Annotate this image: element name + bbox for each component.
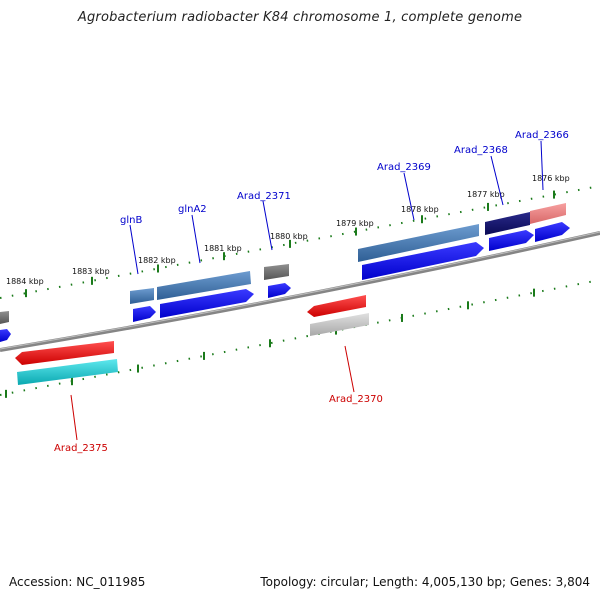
gene-block-Arad_2369 xyxy=(358,224,479,262)
gene-arrow-Arad_2369 xyxy=(362,242,484,280)
leader-Arad_2368 xyxy=(490,155,504,206)
label-Arad_2375[interactable]: Arad_2375 xyxy=(54,443,108,454)
tick-label-1882: 1882 kbp xyxy=(138,256,176,265)
leader-glnB xyxy=(129,224,139,275)
label-Arad_2371[interactable]: Arad_2371 xyxy=(237,191,291,202)
leader-lines-top xyxy=(129,140,544,275)
chromosome-backbone-highlight xyxy=(0,231,600,350)
label-Arad_2366[interactable]: Arad_2366 xyxy=(515,130,569,141)
gene-block-Arad_2375 xyxy=(17,359,118,385)
accession-text: Accession: NC_011985 xyxy=(9,575,146,589)
tick-label-1878: 1878 kbp xyxy=(401,205,439,214)
gene-block-Arad_2368 xyxy=(485,212,530,235)
leader-Arad_2370 xyxy=(344,345,355,393)
tick-label-1881: 1881 kbp xyxy=(204,244,242,253)
label-glnB[interactable]: glnB xyxy=(120,215,142,226)
gene-block-Arad_2371 xyxy=(264,264,289,280)
gene-labels-top: Arad_2366 Arad_2368 Arad_2369 Arad_2371 … xyxy=(120,130,569,226)
map-title: Agrobacterium radiobacter K84 chromosome… xyxy=(77,10,523,25)
label-Arad_2369[interactable]: Arad_2369 xyxy=(377,162,431,173)
gene-arrow-Arad_2375 xyxy=(15,341,114,365)
gene-labels-bottom: Arad_2370 Arad_2375 xyxy=(54,394,383,454)
tick-labels: 1876 kbp 1877 kbp 1878 kbp 1879 kbp 1880… xyxy=(6,174,570,286)
chromosome-backbone xyxy=(0,231,600,352)
tick-label-1879: 1879 kbp xyxy=(336,219,374,228)
leader-Arad_2366 xyxy=(540,140,544,191)
gene-block-glnA2 xyxy=(157,271,251,300)
label-Arad_2368[interactable]: Arad_2368 xyxy=(454,145,508,156)
tick-label-1877: 1877 kbp xyxy=(467,190,505,199)
leader-Arad_2375 xyxy=(70,394,78,441)
gene-block-left-edge xyxy=(0,311,9,324)
gene-block-Arad_2366 xyxy=(530,203,566,224)
tick-label-1880: 1880 kbp xyxy=(270,232,308,241)
gene-block-Arad_2370 xyxy=(310,313,369,336)
gene-arrow-left-edge xyxy=(0,329,11,342)
leader-Arad_2371 xyxy=(262,200,273,251)
leader-lines-bottom xyxy=(70,345,355,441)
tick-label-1884: 1884 kbp xyxy=(6,277,44,286)
leader-Arad_2369 xyxy=(403,172,415,221)
label-Arad_2370[interactable]: Arad_2370 xyxy=(329,394,383,405)
gene-arrow-Arad_2366 xyxy=(535,222,570,242)
gene-block-glnB xyxy=(130,288,154,304)
leader-glnA2 xyxy=(191,214,201,264)
tick-label-1883: 1883 kbp xyxy=(72,267,110,276)
gene-arrow-Arad_2368 xyxy=(489,230,534,251)
major-ticks xyxy=(5,190,555,398)
gene-arrow-Arad_2370 xyxy=(307,295,366,317)
label-glnA2[interactable]: glnA2 xyxy=(178,204,207,215)
gene-arrow-glnB xyxy=(133,306,156,322)
genome-summary-text: Topology: circular; Length: 4,005,130 bp… xyxy=(260,575,590,589)
gene-arrow-glnA2 xyxy=(160,289,254,318)
gene-arrow-Arad_2371 xyxy=(268,283,291,298)
tick-label-1876: 1876 kbp xyxy=(532,174,570,183)
